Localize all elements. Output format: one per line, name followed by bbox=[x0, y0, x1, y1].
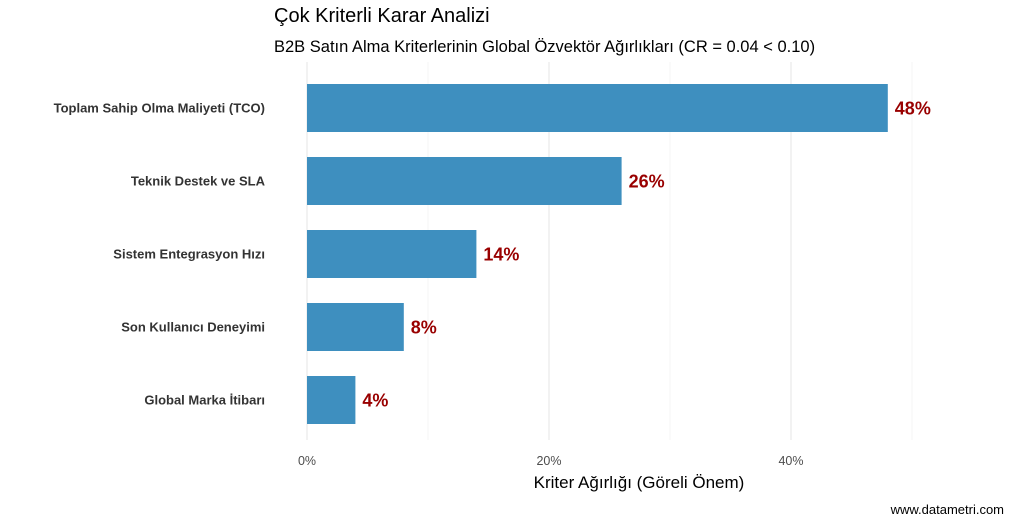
data-labels: 48% 26% 14% 8% 4% bbox=[362, 99, 930, 411]
x-tick-label: 40% bbox=[778, 454, 803, 468]
data-label: 8% bbox=[411, 318, 437, 338]
data-label: 4% bbox=[362, 391, 388, 411]
bar bbox=[307, 157, 622, 205]
x-tick-label: 20% bbox=[536, 454, 561, 468]
category-label: Sistem Entegrasyon Hızı bbox=[113, 247, 265, 262]
category-label: Global Marka İtibarı bbox=[144, 393, 265, 408]
x-tick-label: 0% bbox=[298, 454, 316, 468]
category-label: Teknik Destek ve SLA bbox=[131, 174, 266, 189]
bar bbox=[307, 230, 477, 278]
bar bbox=[307, 84, 888, 132]
category-labels: Toplam Sahip Olma Maliyeti (TCO) Teknik D… bbox=[54, 101, 266, 408]
data-label: 26% bbox=[629, 172, 665, 192]
x-tick-labels: 0% 20% 40% bbox=[298, 454, 804, 468]
x-axis-title: Kriter Ağırlığı (Göreli Önem) bbox=[534, 473, 745, 492]
bar bbox=[307, 376, 356, 424]
category-label: Son Kullanıcı Deneyimi bbox=[121, 320, 265, 335]
data-label: 48% bbox=[895, 99, 931, 119]
data-label: 14% bbox=[483, 245, 519, 265]
bar bbox=[307, 303, 404, 351]
category-label: Toplam Sahip Olma Maliyeti (TCO) bbox=[54, 101, 265, 116]
chart-title: Çok Kriterli Karar Analizi bbox=[274, 5, 490, 27]
bars bbox=[307, 84, 888, 424]
chart-subtitle: B2B Satın Alma Kriterlerinin Global Özve… bbox=[274, 38, 815, 56]
source-caption: www.datametri.com bbox=[890, 502, 1004, 517]
